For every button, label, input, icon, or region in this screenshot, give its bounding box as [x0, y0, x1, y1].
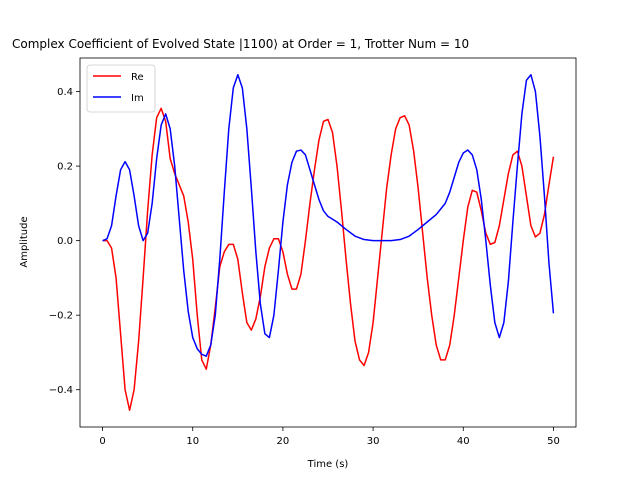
y-tick-label: 0.0 [57, 236, 73, 247]
x-tick-label: 0 [99, 436, 105, 447]
y-tick-label: −0.2 [49, 311, 73, 322]
x-tick-label: 30 [367, 436, 380, 447]
legend-label-re: Re [131, 72, 144, 83]
y-tick-label: 0.4 [57, 87, 73, 98]
legend-box [86, 64, 156, 113]
legend-label-im: Im [131, 93, 144, 104]
y-axis-label: Amplitude [19, 216, 30, 267]
y-tick-label: 0.2 [57, 162, 73, 173]
x-axis-label: Time (s) [307, 459, 349, 470]
y-tick-label: −0.4 [49, 385, 73, 396]
x-axis: 0 10 20 30 40 50 [99, 427, 560, 447]
x-tick-label: 40 [457, 436, 470, 447]
series-line-im [102, 74, 555, 357]
y-axis: −0.4 −0.2 0.0 0.2 0.4 [49, 87, 80, 396]
axes-frame [79, 57, 577, 428]
x-tick-label: 10 [186, 436, 199, 447]
x-tick-label: 20 [277, 436, 290, 447]
legend: Re Im [86, 64, 156, 113]
x-tick-label: 50 [547, 436, 560, 447]
chart-title: Complex Coefficient of Evolved State |11… [12, 37, 469, 51]
series-line-re [102, 107, 555, 411]
